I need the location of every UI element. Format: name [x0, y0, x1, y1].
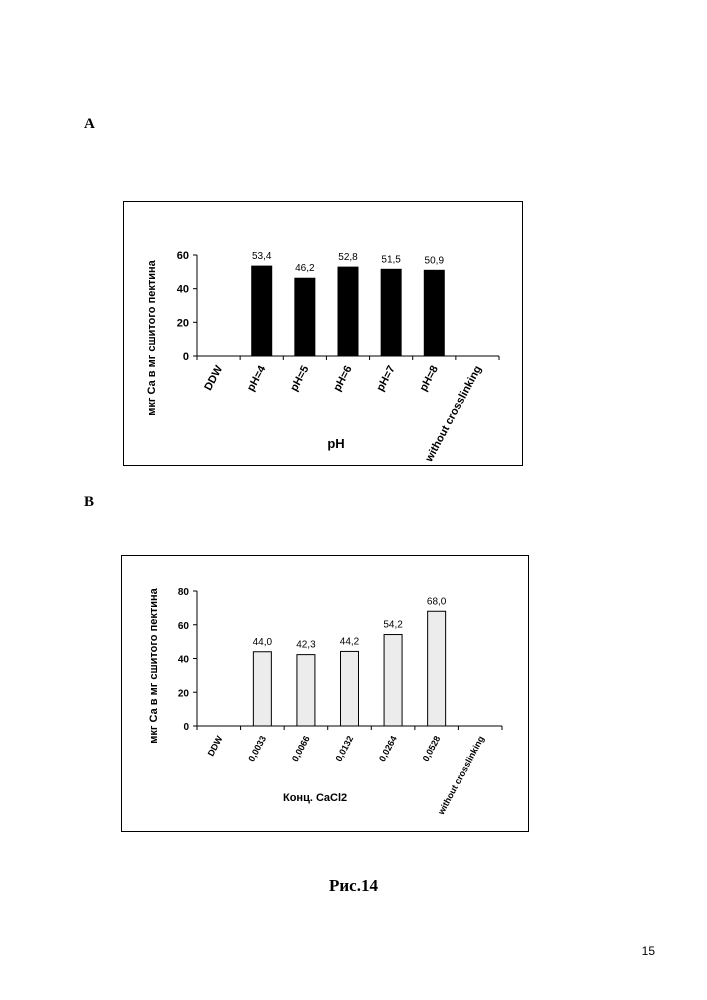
- chart-b-svg: 0 20 40 60 80 DDW 44,0 0,0033 42,3 0,0066 44,2 0,01…: [122, 556, 528, 831]
- panel-letter-a: A: [84, 116, 95, 133]
- chart-b-category-label: 0,0528: [421, 734, 443, 763]
- chart-b-category-label: 0,0066: [290, 734, 312, 763]
- chart-b-data-label: 44,2: [340, 636, 360, 647]
- chart-b-bar: [253, 652, 271, 726]
- chart-b-ytick-label: 0: [183, 722, 189, 733]
- chart-b-category-label: 0,0132: [334, 734, 356, 763]
- chart-a-category-label: pH=5: [288, 364, 311, 394]
- chart-b-category-label: without crosslinking: [436, 734, 486, 817]
- chart-b-category-label: 0,0264: [377, 734, 399, 763]
- chart-b-ytick-label: 40: [178, 655, 190, 666]
- chart-a-bar: [252, 266, 272, 356]
- chart-b-ytick-label: 80: [178, 587, 190, 598]
- chart-b-data-label: 42,3: [296, 640, 316, 651]
- chart-a-category-label: pH=4: [245, 363, 269, 393]
- chart-b-data-label: 68,0: [427, 596, 447, 607]
- chart-a-bar: [338, 267, 358, 356]
- chart-a-ytick-label: 40: [177, 284, 189, 296]
- chart-b-ytick-label: 20: [178, 688, 190, 699]
- chart-b-category-label: DDW: [206, 734, 225, 758]
- chart-a-data-label: 50,9: [425, 255, 445, 266]
- chart-a-data-label: 53,4: [252, 251, 272, 262]
- chart-b-data-label: 54,2: [383, 620, 403, 631]
- chart-b-data-label: 44,0: [253, 637, 273, 648]
- chart-a-bar: [424, 270, 444, 356]
- chart-a-data-label: 52,8: [338, 252, 358, 263]
- chart-b-bar: [428, 611, 446, 726]
- chart-b-bar: [341, 651, 359, 726]
- chart-a-category-label: DDW: [202, 363, 225, 392]
- figure-caption: Рис.14: [0, 876, 707, 896]
- chart-a-bar: [381, 269, 401, 356]
- chart-a-data-label: 51,5: [381, 254, 401, 265]
- chart-b-bar: [384, 635, 402, 726]
- page-number: 15: [642, 944, 655, 958]
- chart-a-svg: 0 20 40 60 DDW 53,4 pH=4 46,2 pH=5 52,8 pH=6 51,5 pH…: [124, 202, 522, 465]
- chart-a-x-axis-title: pH: [327, 436, 344, 451]
- chart-a-y-axis-title: мкг Са в мг сшитого пектина: [146, 259, 158, 415]
- chart-a-category-label: pH=8: [418, 364, 441, 394]
- chart-a-ytick-label: 0: [183, 351, 189, 363]
- chart-frame-a: 0 20 40 60 DDW 53,4 pH=4 46,2 pH=5 52,8 pH=6 51,5 pH…: [123, 201, 523, 466]
- chart-b-category-label: 0,0033: [246, 734, 268, 763]
- panel-letter-b: B: [84, 494, 94, 511]
- chart-b-bar: [297, 655, 315, 726]
- chart-a-category-label: pH=6: [331, 364, 354, 394]
- chart-frame-b: 0 20 40 60 80 DDW 44,0 0,0033 42,3 0,0066 44,2 0,01…: [121, 555, 529, 832]
- chart-b-x-axis-title: Конц. CaCl2: [283, 792, 347, 804]
- chart-a-data-label: 46,2: [295, 263, 315, 274]
- chart-a-ytick-label: 20: [177, 317, 189, 329]
- chart-a-ytick-label: 60: [177, 250, 189, 262]
- chart-b-ytick-label: 60: [178, 621, 190, 632]
- chart-a-category-label: pH=7: [374, 364, 397, 394]
- chart-a-bar: [295, 278, 315, 356]
- chart-b-y-axis-title: мкг Са в мг сшитого пектина: [148, 587, 160, 743]
